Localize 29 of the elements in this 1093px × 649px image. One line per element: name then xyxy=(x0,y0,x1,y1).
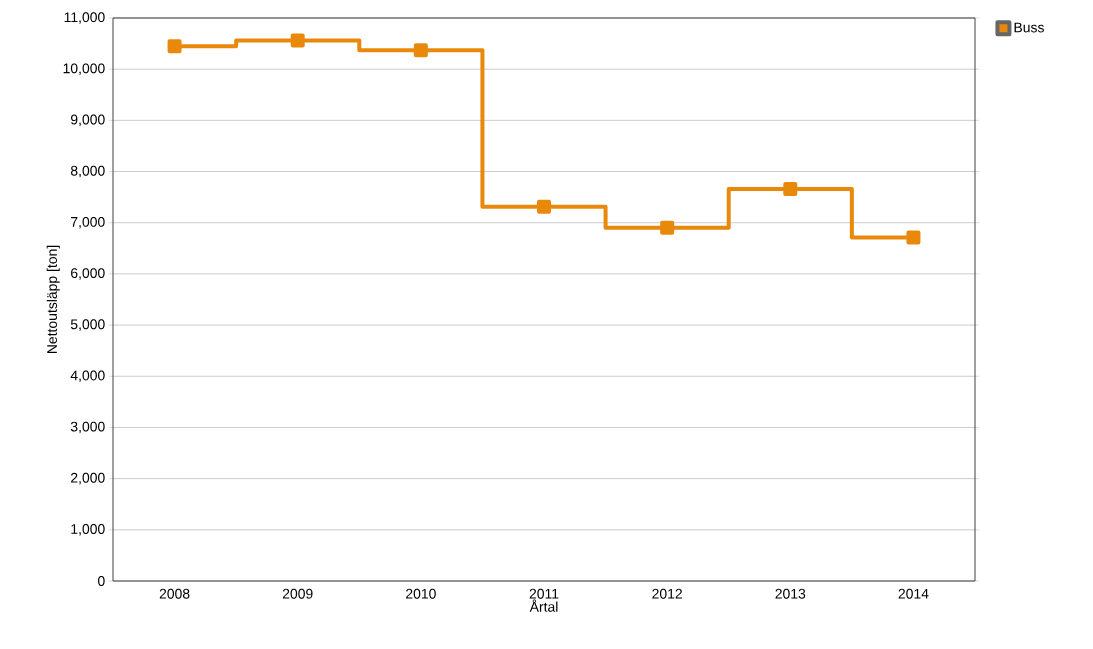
point xyxy=(167,39,182,54)
y-tick-label: 3,000 xyxy=(70,421,105,434)
y-tick-label: 1,000 xyxy=(71,524,105,536)
legend-label: Buss xyxy=(1014,22,1044,33)
x-axis-title: Årtal xyxy=(529,599,558,612)
x-tick-label: 2011 xyxy=(529,588,559,599)
y-tick-label: 0 xyxy=(98,576,105,586)
x-tick-label: 2009 xyxy=(282,588,313,599)
x-tick-label: 2012 xyxy=(652,588,682,599)
point xyxy=(413,43,428,58)
x-tick-label: 2008 xyxy=(159,588,190,599)
y-tick-label: 10,000 xyxy=(63,63,105,75)
point xyxy=(906,230,921,245)
x-tick-label: 2010 xyxy=(406,588,436,599)
point xyxy=(537,199,551,214)
y-tick-label: 4,000 xyxy=(70,370,105,383)
y-tick-label: 7,000 xyxy=(71,216,105,229)
y-tick-label: 2,000 xyxy=(71,472,105,485)
point xyxy=(783,181,798,196)
y-tick-label: 8,000 xyxy=(70,165,105,178)
y-axis-title: Nettoutsläpp [ton] xyxy=(46,245,60,354)
point xyxy=(660,220,675,235)
x-tick-label: 2014 xyxy=(898,588,929,599)
y-tick-label: 5,000 xyxy=(70,319,105,331)
point xyxy=(290,33,305,48)
y-tick-label: 9,000 xyxy=(70,114,105,127)
y-tick-label: 6,000 xyxy=(71,268,105,280)
x-tick-label: 2013 xyxy=(775,588,806,599)
y-tick-label: 11,000 xyxy=(64,12,105,24)
